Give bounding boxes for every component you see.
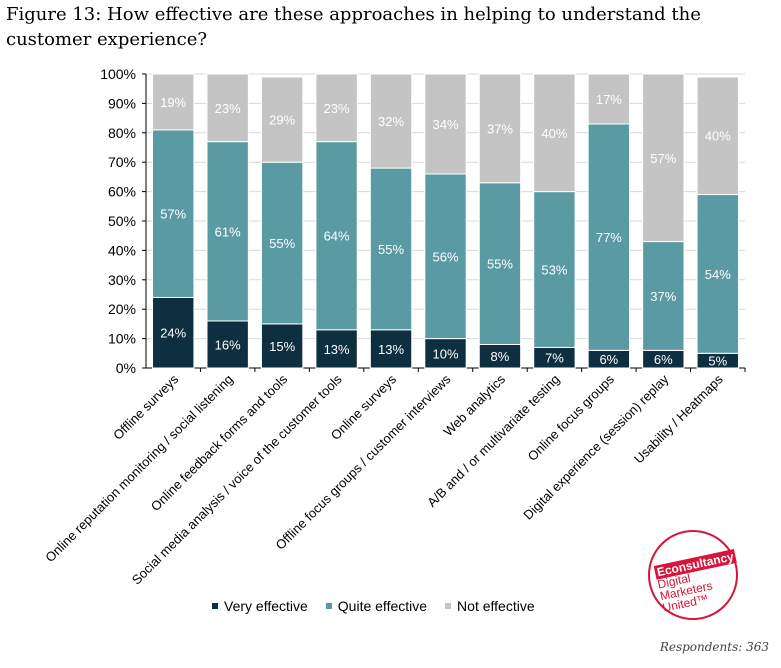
data-label: 23% bbox=[324, 101, 350, 116]
data-label: 7% bbox=[545, 351, 564, 366]
bar-segment-very-effective bbox=[424, 338, 467, 369]
y-tick-label: 80% bbox=[108, 125, 136, 141]
data-label: 55% bbox=[487, 257, 513, 272]
data-label: 77% bbox=[596, 230, 622, 245]
data-label: 64% bbox=[324, 229, 350, 244]
y-tick-label: 20% bbox=[108, 301, 136, 317]
y-tick-label: 90% bbox=[108, 95, 136, 111]
legend-item-quite-effective: Quite effective bbox=[325, 598, 428, 614]
data-label: 32% bbox=[378, 114, 404, 129]
data-label: 57% bbox=[650, 151, 676, 166]
data-label: 29% bbox=[269, 113, 295, 128]
data-label: 40% bbox=[541, 126, 567, 141]
data-label: 13% bbox=[378, 342, 404, 357]
bar-segment-quite-effective bbox=[260, 161, 304, 325]
data-label: 37% bbox=[487, 121, 513, 136]
logo-text: Econsultancy Digital Marketers United™ bbox=[653, 549, 744, 615]
x-tick-label: Usability / Heatmaps bbox=[631, 371, 726, 466]
y-tick-label: 60% bbox=[108, 184, 136, 200]
bar-segment-very-effective bbox=[206, 320, 249, 369]
bar-segment-not-effective bbox=[315, 73, 358, 143]
data-label: 34% bbox=[432, 117, 458, 132]
data-label: 61% bbox=[215, 224, 241, 239]
data-label: 57% bbox=[160, 207, 186, 222]
bar-segment-not-effective bbox=[152, 73, 195, 131]
bar-segment-quite-effective bbox=[206, 141, 249, 322]
stacked-bar-chart: 0% 10% 20% 30% 40% 50% 60% 70% 80% 90% 100% 24% 57% 1… bbox=[42, 66, 746, 588]
data-label: 40% bbox=[705, 129, 731, 144]
x-tick-label: Social media analysis / voice of the cus… bbox=[129, 371, 345, 587]
bar-segment-quite-effective bbox=[152, 129, 195, 298]
legend-swatch-not-effective bbox=[445, 603, 452, 609]
data-label: 53% bbox=[541, 263, 567, 278]
bar-segment-not-effective bbox=[260, 76, 304, 163]
data-label: 13% bbox=[324, 342, 350, 357]
data-label: 15% bbox=[269, 339, 295, 354]
respondents-note: Respondents: 363 bbox=[659, 640, 769, 654]
bar-segment-very-effective bbox=[152, 296, 195, 369]
bar-segment-quite-effective bbox=[478, 182, 522, 345]
data-label: 23% bbox=[215, 101, 241, 116]
legend: Very effective Quite effective Not effec… bbox=[212, 598, 535, 614]
legend-item-not-effective: Not effective bbox=[445, 598, 535, 614]
legend-label: Not effective bbox=[457, 598, 535, 614]
data-label: 17% bbox=[596, 92, 622, 107]
data-label: 19% bbox=[160, 95, 186, 110]
bar-segment-not-effective bbox=[533, 73, 576, 193]
bar-segment-quite-effective bbox=[642, 241, 685, 351]
y-tick-label: 50% bbox=[108, 213, 136, 229]
y-tick-label: 70% bbox=[108, 154, 136, 170]
bar-segment-quite-effective bbox=[696, 194, 739, 354]
y-tick-label: 30% bbox=[108, 272, 136, 288]
data-label: 8% bbox=[491, 349, 510, 364]
legend-label: Quite effective bbox=[337, 598, 428, 614]
legend-label: Very effective bbox=[224, 598, 308, 614]
bar-segment-not-effective bbox=[642, 73, 685, 243]
y-tick-label: 0% bbox=[116, 360, 136, 376]
y-tick-label: 100% bbox=[100, 66, 136, 82]
bar-segment-not-effective bbox=[424, 73, 467, 175]
bar-segment-not-effective bbox=[478, 73, 522, 184]
bar-segment-very-effective bbox=[260, 323, 304, 369]
legend-item-very-effective: Very effective bbox=[212, 598, 308, 614]
y-tick-label: 40% bbox=[108, 242, 136, 258]
data-label: 6% bbox=[654, 352, 673, 367]
data-label: 5% bbox=[708, 354, 727, 369]
x-tick-label: Online reputation monitoring / social li… bbox=[42, 372, 236, 566]
data-label: 10% bbox=[432, 346, 458, 361]
figure-title: Figure 13: How effective are these appro… bbox=[6, 4, 701, 50]
bar-segment-not-effective bbox=[369, 73, 413, 169]
bar-segment-not-effective bbox=[206, 73, 249, 143]
data-label: 16% bbox=[215, 337, 241, 352]
data-label: 54% bbox=[705, 267, 731, 282]
legend-swatch-quite-effective bbox=[325, 603, 332, 609]
data-label: 56% bbox=[432, 249, 458, 264]
bar-segment-very-effective bbox=[369, 329, 413, 369]
bar-segment-not-effective bbox=[587, 73, 631, 125]
bar-segment-quite-effective bbox=[369, 167, 413, 331]
y-tick-label: 10% bbox=[108, 331, 136, 347]
econsultancy-logo: Econsultancy Digital Marketers United™ bbox=[648, 530, 738, 620]
legend-swatch-very-effective bbox=[212, 603, 218, 609]
data-label: 55% bbox=[269, 236, 295, 251]
bar-segment-quite-effective bbox=[424, 173, 467, 340]
data-label: 55% bbox=[378, 242, 404, 257]
data-label: 24% bbox=[160, 326, 186, 341]
bar-segment-quite-effective bbox=[533, 191, 576, 348]
data-label: 37% bbox=[650, 289, 676, 304]
bar-segment-not-effective bbox=[696, 76, 739, 196]
data-label: 6% bbox=[599, 352, 618, 367]
